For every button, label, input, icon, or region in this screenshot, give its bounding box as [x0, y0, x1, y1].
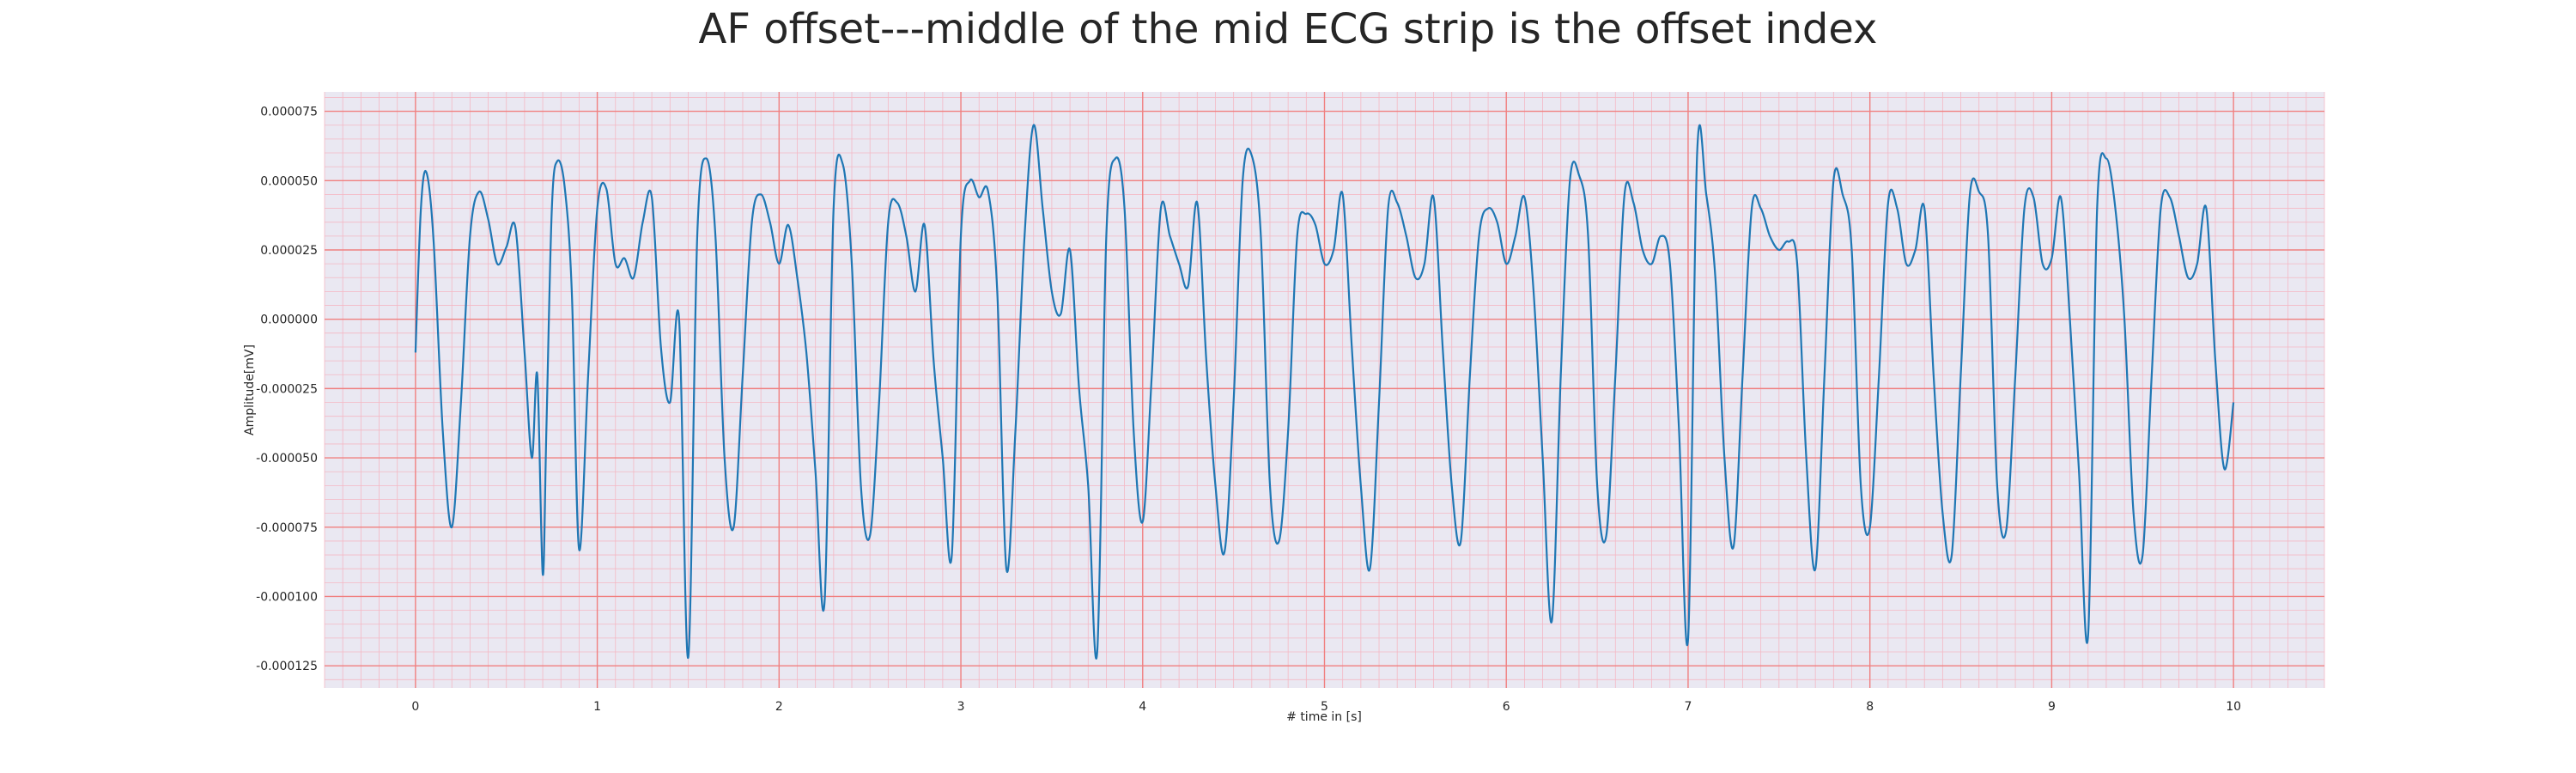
y-tick-label: 0.000075	[260, 106, 318, 119]
ecg-series-line	[414, 124, 2235, 660]
x-tick-label: 5	[1321, 700, 1328, 714]
x-axis-ticks: 0 1 2 3 4 5 6 7 8 9 10	[411, 700, 2241, 714]
x-tick-label: 8	[1866, 700, 1874, 714]
y-axis-ticks: 0.000075 0.000050 0.000025 0.000000 -0.00002…	[256, 106, 318, 674]
x-tick-label: 0	[411, 700, 419, 714]
x-tick-label: 2	[775, 700, 783, 714]
x-tick-label: 7	[1684, 700, 1692, 714]
y-axis-label: Amplitude[mV]	[243, 344, 257, 435]
y-tick-label: 0.000025	[260, 244, 318, 258]
x-tick-label: 3	[957, 700, 965, 714]
x-tick-label: 10	[2226, 700, 2241, 714]
y-tick-label: -0.000025	[256, 382, 318, 396]
y-tick-label: 0.000050	[260, 174, 318, 188]
x-tick-label: 6	[1503, 700, 1510, 714]
y-tick-label: -0.000100	[256, 590, 318, 604]
y-tick-label: 0.000000	[260, 313, 318, 327]
major-grid	[325, 92, 2324, 688]
x-tick-label: 1	[593, 700, 601, 714]
y-tick-label: -0.000075	[256, 521, 318, 535]
y-tick-label: -0.000125	[256, 660, 318, 673]
y-tick-label: -0.000050	[256, 452, 318, 466]
x-tick-label: 4	[1139, 700, 1146, 714]
x-axis-label: # time in [s]	[1286, 710, 1362, 724]
chart-title: AF offset---middle of the mid ECG strip …	[698, 5, 1878, 53]
x-tick-label: 9	[2048, 700, 2056, 714]
